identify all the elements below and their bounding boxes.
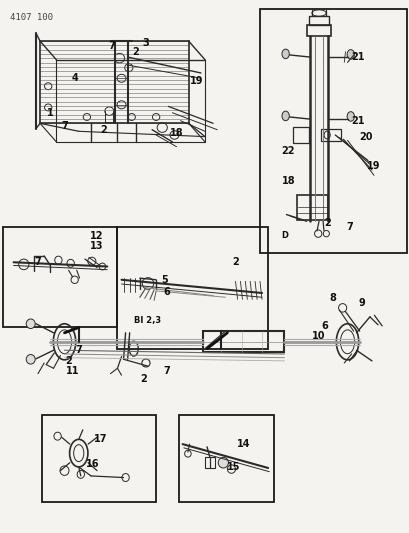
Text: 18: 18 (281, 175, 294, 185)
Bar (296, 195, 327, 220)
Bar (3, 227, 117, 327)
Text: 10: 10 (312, 332, 325, 342)
Text: 16: 16 (86, 459, 99, 469)
Text: 21: 21 (350, 116, 364, 126)
Text: 7: 7 (108, 42, 115, 52)
Text: 19: 19 (190, 76, 203, 86)
Text: D: D (280, 231, 287, 240)
Bar (42, 415, 156, 503)
Text: 20: 20 (358, 132, 372, 142)
Text: 7: 7 (162, 367, 169, 376)
Ellipse shape (26, 354, 35, 364)
Text: 7: 7 (35, 257, 41, 267)
Text: 12: 12 (90, 231, 103, 241)
Ellipse shape (281, 111, 289, 120)
Text: 2: 2 (99, 125, 106, 135)
Bar (178, 415, 274, 503)
Text: 15: 15 (226, 462, 240, 472)
Bar (259, 10, 406, 253)
Bar (320, 128, 341, 141)
Ellipse shape (346, 112, 354, 121)
Bar (292, 127, 308, 143)
Text: 3: 3 (142, 38, 149, 48)
Text: 6: 6 (162, 287, 169, 297)
Text: 4107 100: 4107 100 (9, 13, 52, 22)
Ellipse shape (346, 50, 354, 59)
Bar (204, 457, 215, 468)
Text: 11: 11 (66, 367, 79, 376)
Text: 2: 2 (65, 356, 72, 366)
Ellipse shape (281, 49, 289, 59)
Text: 5: 5 (160, 274, 167, 285)
Ellipse shape (218, 457, 228, 468)
Text: 13: 13 (90, 241, 103, 252)
Text: 7: 7 (345, 222, 352, 232)
Text: 7: 7 (75, 345, 82, 356)
Text: 22: 22 (281, 146, 294, 156)
Bar (306, 25, 330, 36)
Text: 2: 2 (132, 47, 139, 56)
Text: 8: 8 (329, 293, 336, 303)
Text: 18: 18 (169, 128, 183, 138)
Text: 9: 9 (357, 297, 364, 308)
Text: 6: 6 (321, 321, 328, 331)
Text: 19: 19 (366, 161, 380, 171)
Bar (117, 227, 267, 349)
Text: 1: 1 (47, 108, 54, 118)
Text: 21: 21 (350, 52, 364, 62)
Text: 17: 17 (94, 434, 108, 444)
Bar (308, 16, 328, 25)
Ellipse shape (26, 319, 35, 328)
Text: Bl 2,3: Bl 2,3 (134, 316, 161, 325)
Text: 14: 14 (236, 439, 250, 449)
Text: 2: 2 (140, 374, 147, 384)
Bar (202, 331, 284, 352)
Text: 2: 2 (323, 218, 330, 228)
Text: 7: 7 (61, 121, 68, 131)
Text: 4: 4 (71, 73, 78, 83)
Text: 2: 2 (231, 257, 238, 267)
